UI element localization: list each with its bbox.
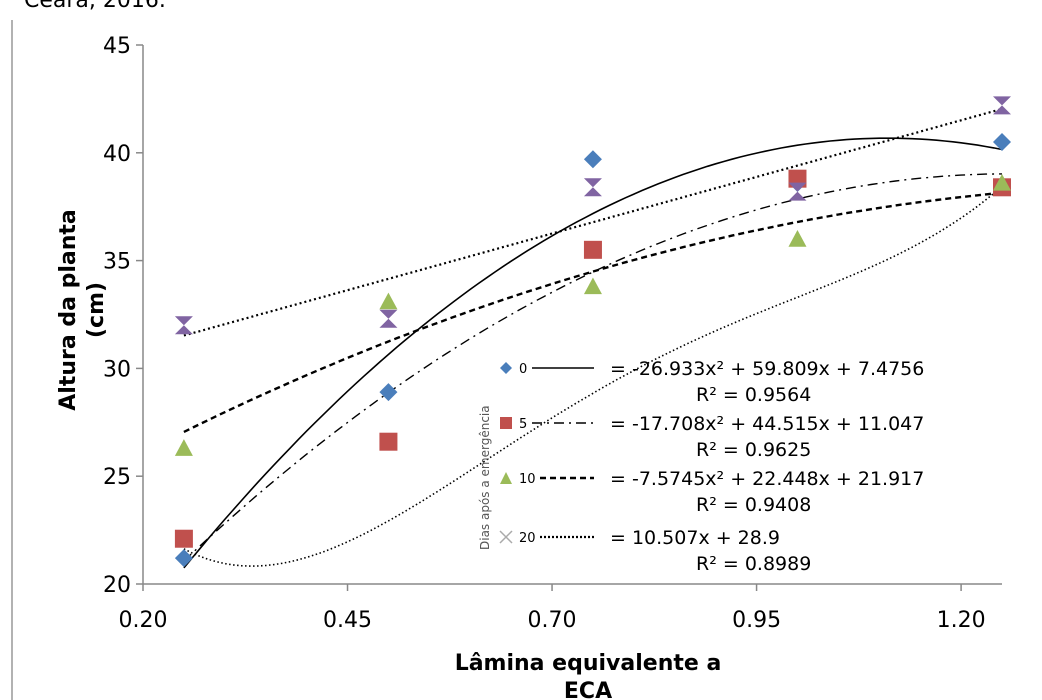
y-tick-label: 20 [103, 573, 131, 598]
legend-marker-20 [499, 530, 513, 544]
legend-label-0: 0 [519, 362, 527, 377]
legend-marker-5 [500, 417, 512, 429]
data-point-series-10 [788, 230, 807, 247]
data-point-series-0 [379, 383, 398, 402]
legend-label-5: 5 [519, 417, 527, 432]
y-axis-title: (cm) [84, 282, 109, 338]
x-axis-title: ECA [564, 679, 612, 700]
data-point-series-0 [993, 133, 1011, 152]
data-point-series-10 [583, 277, 602, 295]
data-point-series-20 [379, 309, 398, 328]
data-point-series-10 [174, 439, 193, 456]
r-squared-series-0: R² = 0.9564 [696, 384, 811, 406]
x-tick-label: 1.20 [937, 608, 986, 633]
equation-series-5: = -17.708x² + 44.515x + 11.047 [610, 413, 924, 435]
trendline-series-0 [183, 137, 1003, 569]
trendlines [183, 107, 1003, 569]
trendline-series-extra [183, 185, 1003, 567]
x-tick-label: 0.20 [119, 608, 168, 633]
y-tick-label: 35 [103, 250, 131, 275]
legend-marker-10 [500, 472, 512, 484]
y-tick-label: 25 [103, 465, 131, 490]
figure-caption: Ceará, 2016. [24, 0, 166, 13]
trendline-series-20 [183, 107, 1003, 337]
data-point-series-20 [174, 316, 193, 335]
y-tick-label: 40 [103, 142, 131, 167]
y-axis-title: Altura da planta [56, 209, 81, 411]
x-axis-title: Lâmina equivalente a [455, 651, 722, 676]
data-point-series-10 [993, 173, 1011, 191]
legend: Dias após a emergência 0 = -26.933x² + 59.… [478, 358, 924, 575]
y-tick-label: 30 [103, 357, 131, 382]
data-point-series-5 [174, 529, 193, 548]
legend-title: Dias após a emergência [478, 405, 492, 550]
equation-series-10: = -7.5745x² + 22.448x + 21.917 [610, 468, 924, 490]
legend-label-10: 10 [519, 472, 536, 487]
data-point-series-0 [174, 549, 193, 568]
equation-series-0: = -26.933x² + 59.809x + 7.4756 [610, 358, 924, 380]
legend-label-20: 20 [519, 531, 536, 546]
data-point-series-10 [379, 292, 398, 310]
x-tick-label: 0.95 [732, 608, 781, 633]
data-points [174, 96, 1011, 568]
data-point-series-20 [993, 96, 1011, 115]
x-tick-label: 0.70 [528, 608, 577, 633]
trendline-series-5 [183, 173, 1003, 562]
data-point-series-5 [379, 432, 398, 451]
data-point-series-20 [788, 182, 807, 201]
equation-series-20: = 10.507x + 28.9 [610, 527, 780, 549]
data-point-series-5 [583, 240, 602, 259]
x-tick-label: 0.45 [323, 608, 372, 633]
data-point-series-0 [583, 150, 602, 169]
y-tick-label: 45 [103, 34, 131, 59]
legend-marker-0 [500, 362, 512, 374]
axis-labels: Altura da planta (cm) Lâmina equivalente a… [56, 209, 721, 700]
trendline-series-10 [183, 191, 1003, 433]
r-squared-series-10: R² = 0.9408 [696, 494, 811, 516]
r-squared-series-20: R² = 0.8989 [696, 553, 811, 575]
r-squared-series-5: R² = 0.9625 [696, 439, 811, 461]
axes: 20 25 30 35 40 45 0.20 0.45 0.70 0.95 1.20 [103, 34, 1002, 633]
data-point-series-20 [583, 178, 602, 197]
